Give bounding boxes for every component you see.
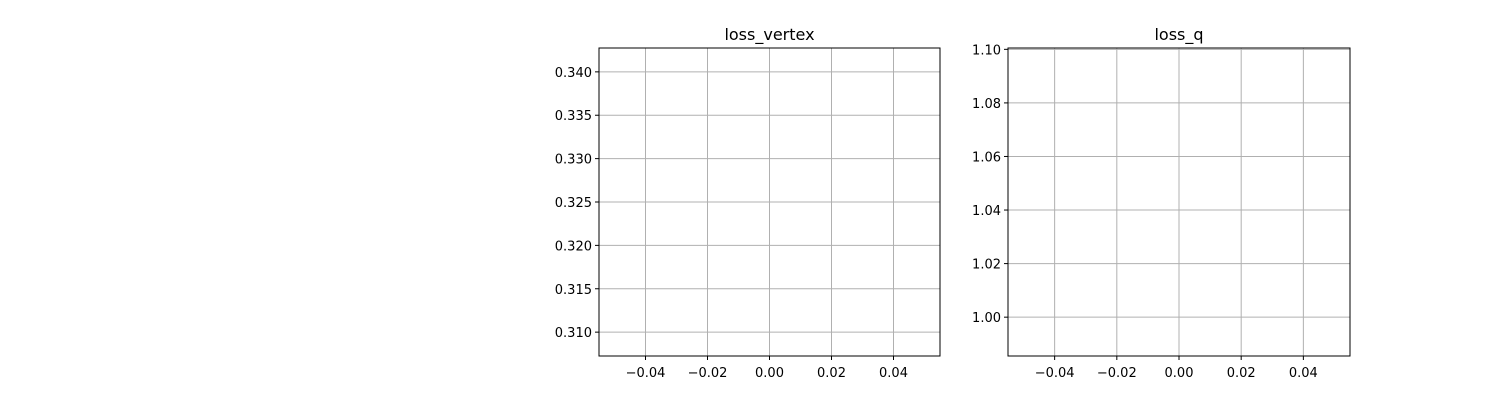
tick-labels: −0.04 −0.02 0.00 0.02 0.04 0.310 0.315 0.320 0.3… — [555, 66, 908, 381]
chart-panel-loss-vertex: loss_vertex −0.04 −0.02 0.00 0.02 0.04 0.310 0… — [555, 25, 941, 381]
x-tick-label: 0.02 — [1227, 366, 1256, 381]
x-tick-label: 0.00 — [1165, 366, 1194, 381]
y-tick-label: 0.335 — [555, 109, 592, 124]
y-tick-label: 0.320 — [555, 239, 592, 254]
chart-title: loss_vertex — [724, 25, 814, 45]
x-tick-label: 0.02 — [817, 366, 846, 381]
y-tick-label: 0.325 — [555, 196, 592, 211]
y-tick-label: 0.330 — [555, 153, 592, 168]
x-tick-label: −0.04 — [1035, 366, 1075, 381]
x-tick-label: −0.04 — [626, 366, 666, 381]
plot-frame — [1007, 47, 1351, 357]
chart-title: loss_q — [1154, 25, 1203, 45]
x-tick-label: 0.04 — [879, 366, 908, 381]
y-tick-label: 1.00 — [972, 311, 1001, 326]
tick-marks — [1004, 48, 1304, 360]
x-tick-label: −0.02 — [1097, 366, 1137, 381]
x-tick-label: 0.00 — [755, 366, 784, 381]
x-tick-label: 0.04 — [1289, 366, 1318, 381]
y-tick-label: 0.315 — [555, 283, 592, 298]
tick-labels: −0.04 −0.02 0.00 0.02 0.04 1.00 1.02 1.04 1.06 1.… — [972, 43, 1318, 381]
y-tick-label: 1.08 — [972, 97, 1001, 112]
y-tick-label: 0.310 — [555, 326, 592, 341]
y-tick-label: 1.10 — [972, 43, 1001, 58]
plot-frame — [598, 47, 941, 357]
tick-marks — [595, 71, 894, 360]
y-tick-label: 1.06 — [972, 150, 1001, 165]
y-tick-label: 1.02 — [972, 258, 1001, 273]
y-tick-label: 0.340 — [555, 66, 592, 81]
y-tick-label: 1.04 — [972, 204, 1001, 219]
x-tick-label: −0.02 — [688, 366, 728, 381]
grid-lines — [1008, 48, 1350, 356]
grid-lines — [599, 48, 940, 356]
chart-panel-loss-q: loss_q −0.04 −0.02 0.00 0.02 0.04 1.00 1.02 1.0… — [972, 25, 1351, 381]
